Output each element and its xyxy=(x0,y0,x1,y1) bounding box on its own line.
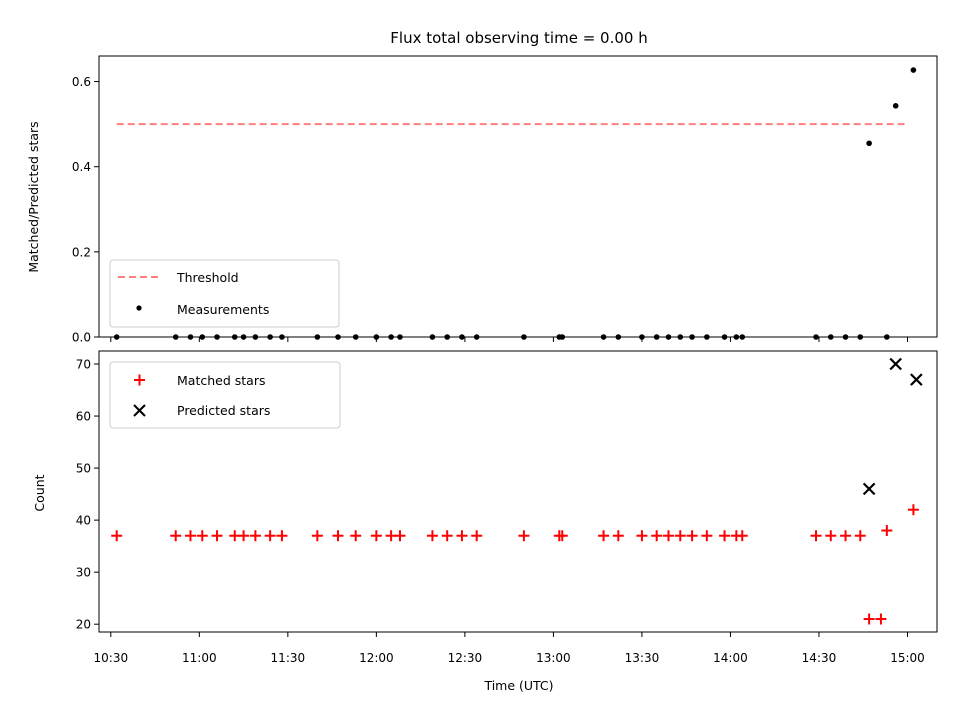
bottom-y-tick-label: 50 xyxy=(76,462,91,476)
matched-star-point xyxy=(875,613,887,625)
matched-star-point xyxy=(810,530,822,542)
bottom-y-axis-label: Count xyxy=(32,474,47,511)
matched-star-point xyxy=(662,530,674,542)
bottom-x-tick-label: 14:00 xyxy=(713,651,748,665)
matched-star-point xyxy=(211,530,223,542)
predicted-star-marker-b xyxy=(889,357,902,371)
matched-star-point xyxy=(249,530,261,542)
matched-star-point xyxy=(276,530,288,542)
bottom-y-tick-label: 70 xyxy=(76,358,91,372)
measurement-point xyxy=(910,67,917,73)
bottom-x-ticks: 10:30 11:00 11:30 12:00 12:30 13:00 13:30 14:00… xyxy=(94,632,925,665)
matched-star-point xyxy=(441,530,453,542)
matched-stars-legend-marker xyxy=(134,374,145,386)
x-axis-label: Time (UTC) xyxy=(483,678,553,693)
matched-star-point xyxy=(854,530,866,542)
bottom-x-tick-label: 11:30 xyxy=(271,651,306,665)
matched-star-point xyxy=(556,530,568,542)
bottom-y-tick-label: 60 xyxy=(76,410,91,424)
matched-star-point xyxy=(350,530,362,542)
matched-star-point xyxy=(881,525,893,537)
bottom-plot-area xyxy=(111,357,923,625)
matched-star-point xyxy=(518,530,530,542)
top-axes-frame xyxy=(98,55,938,338)
matched-star-point xyxy=(863,613,875,625)
matched-star-point xyxy=(332,530,344,542)
matched-star-point xyxy=(825,530,837,542)
predicted-star-point xyxy=(910,373,923,386)
matched-star-point xyxy=(471,530,483,542)
measurements-legend-label: Measurements xyxy=(177,302,269,317)
matched-star-point xyxy=(612,530,624,542)
bottom-x-tick-label: 12:00 xyxy=(359,651,394,665)
matched-star-point xyxy=(598,530,610,542)
top-y-tick-label: 0.6 xyxy=(72,75,91,89)
bottom-x-tick-label: 11:00 xyxy=(182,651,217,665)
matched-star-point xyxy=(111,530,123,542)
matched-star-point xyxy=(370,530,382,542)
matched-stars-legend-label: Matched stars xyxy=(177,373,265,388)
bottom-x-tick-label: 13:00 xyxy=(536,651,571,665)
matched-star-point xyxy=(636,530,648,542)
matched-star-point xyxy=(456,530,468,542)
matched-star-point xyxy=(264,530,276,542)
predicted-star-point xyxy=(862,482,876,496)
matched-star-point xyxy=(907,504,919,516)
top-y-tick-label: 0.4 xyxy=(72,160,91,174)
matched-star-point xyxy=(170,530,182,542)
measurements-legend-marker xyxy=(136,305,142,311)
bottom-panel: 20 30 40 50 60 70 10:30 11:00 11:30 12:00 12:30 13… xyxy=(32,350,938,693)
threshold-legend-label: Threshold xyxy=(176,270,239,285)
matched-star-point xyxy=(426,530,438,542)
bottom-y-ticks: 20 30 40 50 60 70 xyxy=(76,358,99,632)
bottom-x-tick-label: 14:30 xyxy=(802,651,837,665)
top-legend-box xyxy=(109,259,340,328)
matched-star-point xyxy=(394,530,406,542)
measurement-point xyxy=(866,140,872,147)
top-x-ticks xyxy=(110,337,908,342)
top-y-tick-label: 0.0 xyxy=(72,331,91,345)
bottom-x-tick-label: 13:30 xyxy=(625,651,660,665)
matched-star-point xyxy=(674,530,686,542)
bottom-legend: Matched stars Predicted stars xyxy=(109,361,341,429)
predicted-stars-legend-label: Predicted stars xyxy=(177,403,270,418)
predicted-star-marker-b xyxy=(862,482,876,496)
predicted-stars-legend-marker xyxy=(133,404,146,417)
matched-star-point xyxy=(701,530,713,542)
matched-star-point xyxy=(686,530,698,542)
bottom-x-tick-label: 15:00 xyxy=(890,651,925,665)
bottom-y-tick-label: 40 xyxy=(76,514,91,528)
top-panel: 0.0 0.2 0.4 0.6 Matched/Predicted stars Thr… xyxy=(26,55,938,345)
bottom-legend-box xyxy=(109,361,341,429)
bottom-x-tick-label: 12:30 xyxy=(448,651,483,665)
top-legend: Threshold Measurements xyxy=(109,259,340,328)
matched-star-point xyxy=(651,530,663,542)
measurement-point xyxy=(892,103,899,109)
matched-star-point xyxy=(238,530,250,542)
matched-star-point xyxy=(184,530,196,542)
top-y-tick-label: 0.2 xyxy=(72,245,91,259)
top-y-axis-label: Matched/Predicted stars xyxy=(26,121,41,272)
bottom-x-tick-label: 10:30 xyxy=(94,651,129,665)
top-y-ticks: 0.0 0.2 0.4 0.6 xyxy=(72,75,99,345)
matched-star-point xyxy=(311,530,323,542)
chart-title: Flux total observing time = 0.00 h xyxy=(390,29,647,47)
matched-star-point xyxy=(736,530,748,542)
predicted-star-point xyxy=(889,357,902,371)
bottom-axes-frame xyxy=(98,350,938,633)
bottom-y-tick-label: 30 xyxy=(76,566,91,580)
predicted-star-marker-b xyxy=(910,373,923,386)
matched-star-point xyxy=(840,530,852,542)
matched-star-point xyxy=(719,530,731,542)
bottom-y-tick-label: 20 xyxy=(76,618,91,632)
matched-star-point xyxy=(196,530,208,542)
